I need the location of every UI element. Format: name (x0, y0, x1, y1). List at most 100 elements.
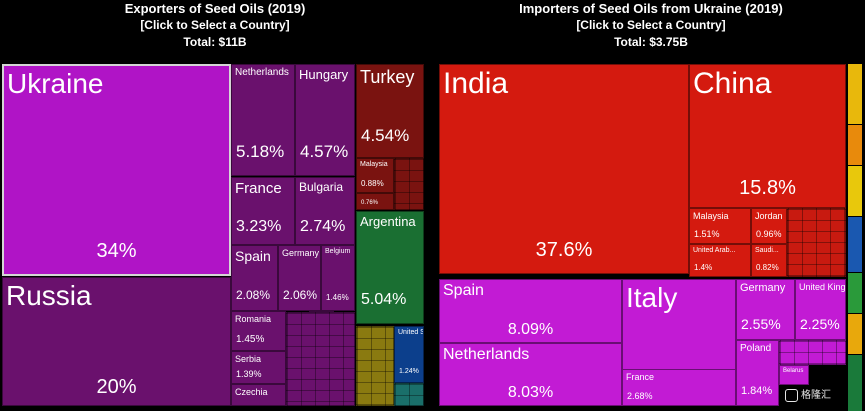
exporters-tile-france-4[interactable]: France 3.23% (231, 177, 295, 245)
tile-value: 4.57% (300, 142, 349, 161)
tile-value: 0.82% (756, 263, 779, 272)
watermark: 格隆汇 (785, 386, 831, 402)
tile-label: United Kingdom (799, 282, 846, 292)
tile-label: Jordan (755, 211, 783, 221)
tile-label: Netherlands (443, 346, 530, 363)
tile-label: United States (398, 329, 423, 336)
exporters-small-tiles-teal (394, 383, 424, 406)
importers-small-tiles-red (787, 208, 846, 277)
tile-value: 1.84% (741, 385, 773, 397)
tile-label: Poland (740, 343, 772, 354)
tile-value: 2.74% (300, 218, 346, 235)
tile-label: Belarus (783, 368, 804, 374)
tile-label: Germany (282, 248, 320, 258)
tile-label: Hungary (299, 67, 349, 82)
importers-tile-netherlands-7[interactable]: Netherlands 8.03% (439, 343, 622, 406)
importers-tile-malaysia-2[interactable]: Malaysia 1.51% (689, 208, 751, 244)
importers-tile-united-kingdom-11[interactable]: United Kingdom 2.25% (795, 279, 846, 340)
tile-label: China (693, 67, 772, 100)
exporters-small-tiles-olive (356, 326, 394, 406)
tile-label: Malaysia (693, 211, 729, 221)
exporters-total: Total: $11B (183, 35, 247, 49)
logo-icon (785, 388, 798, 402)
tile-value: 1.45% (236, 334, 265, 345)
importers-subtitle[interactable]: [Click to Select a Country] (576, 18, 726, 32)
importers-title: Importers of Seed Oils from Ukraine (201… (519, 1, 783, 16)
exporters-tile-ukraine-0[interactable]: Ukraine 34% (2, 64, 231, 276)
tile-label: Netherlands (235, 67, 289, 78)
tile-value: 1.46% (326, 293, 349, 302)
exporters-tile-germany-7[interactable]: Germany 2.06% (278, 245, 321, 311)
tile-label: Czechia (235, 387, 268, 397)
exporters-tile-turkey-13[interactable]: Turkey 4.54% (356, 64, 424, 158)
exporters-tile-netherlands-2[interactable]: Netherlands 5.18% (231, 64, 295, 176)
importers-tile-saudi-5[interactable]: Saudi... 0.82% (751, 244, 787, 277)
tile-value: 4.54% (361, 126, 410, 145)
exporters-tile-spain-6[interactable]: Spain 2.08% (231, 245, 278, 311)
importers-tile-germany-10[interactable]: Germany 2.55% (736, 279, 795, 340)
tile-value: 15.8% (739, 177, 796, 199)
tile-label: Turkey (360, 67, 415, 87)
exporters-title: Exporters of Seed Oils (2019) (124, 1, 306, 16)
tile-label: Argentina (360, 214, 416, 229)
exporters-tile-argentina-16[interactable]: Argentina 5.04% (356, 211, 424, 324)
exporters-tile-bulgaria-5[interactable]: Bulgaria 2.74% (295, 177, 355, 245)
tile-value: 5.18% (236, 142, 285, 161)
tile-value: 0.96% (756, 229, 782, 239)
tile-label: United Arab... (693, 247, 736, 254)
exporters-subtitle[interactable]: [Click to Select a Country] (140, 18, 290, 32)
exporters-tile-belgium-8[interactable]: Belgium 1.46% (321, 245, 355, 311)
tile-value: 20% (96, 376, 137, 398)
tile-label: Belgium (325, 248, 351, 255)
tile-label: Ukraine (7, 68, 104, 99)
importers-tile-poland-12[interactable]: Poland 1.84% (736, 340, 779, 406)
tile-label: Bulgaria (299, 180, 344, 194)
tile-value: 0.88% (361, 179, 384, 188)
tile-value: 34% (96, 240, 137, 262)
exporters-tile-czechia-12[interactable]: Czechia (231, 384, 286, 406)
importers-tile-belarus-13[interactable]: Belarus (779, 365, 809, 385)
exporters-tile-malaysia-14[interactable]: Malaysia 0.88% (356, 158, 394, 193)
tile-value: 5.04% (361, 291, 407, 308)
importers-tile-france-9[interactable]: France 2.68% (622, 369, 736, 406)
exporters-tile-other-15[interactable]: 0.76% (356, 193, 394, 210)
exporters-small-tiles-purple (286, 312, 355, 406)
tile-value: 0.76% (361, 200, 379, 206)
exporters-tile-russia-1[interactable]: Russia 20% (2, 277, 231, 406)
tile-value: 2.55% (741, 316, 781, 332)
importers-tile-china-1[interactable]: China 15.8% (689, 64, 846, 208)
tile-value: 1.4% (694, 263, 713, 272)
importers-side-strip (848, 64, 862, 411)
importers-tile-united-arab-4[interactable]: United Arab... 1.4% (689, 244, 751, 277)
tile-label: Romania (235, 314, 272, 324)
tile-value: 8.03% (507, 384, 554, 401)
tile-label: France (626, 372, 655, 382)
tile-value: 37.6% (535, 239, 593, 261)
tile-label: Saudi... (755, 247, 779, 254)
tile-label: Spain (235, 248, 271, 264)
tile-label: Serbia (235, 354, 262, 364)
exporters-tile-united-states-17[interactable]: United States 1.24% (394, 326, 424, 383)
exporters-tile-serbia-11[interactable]: Serbia 1.39% (231, 351, 286, 384)
importers-small-tiles-purple (779, 340, 846, 365)
tile-value: 2.08% (236, 288, 271, 302)
tile-label: India (443, 67, 509, 100)
exporters-small-tiles-red (394, 158, 424, 210)
tile-label: France (235, 180, 282, 197)
tile-label: Spain (443, 282, 484, 299)
importers-tile-india-0[interactable]: India 37.6% (439, 64, 689, 274)
tile-value: 1.24% (399, 368, 419, 375)
tile-value: 8.09% (507, 321, 554, 338)
importers-tile-jordan-3[interactable]: Jordan 0.96% (751, 208, 787, 244)
exporters-tile-romania-9[interactable]: Romania 1.45% (231, 311, 286, 351)
importers-header: Importers of Seed Oils from Ukraine (201… (437, 0, 865, 51)
tile-value: 2.68% (627, 391, 653, 401)
tile-value: 2.25% (800, 316, 840, 332)
tile-label: Germany (740, 282, 786, 294)
exporters-tile-hungary-3[interactable]: Hungary 4.57% (295, 64, 355, 176)
importers-total: Total: $3.75B (614, 35, 688, 49)
exporters-header: Exporters of Seed Oils (2019) [Click to … (0, 0, 430, 51)
importers-tile-spain-6[interactable]: Spain 8.09% (439, 279, 622, 343)
tile-value: 3.23% (236, 218, 282, 235)
tile-value: 2.06% (283, 288, 318, 302)
